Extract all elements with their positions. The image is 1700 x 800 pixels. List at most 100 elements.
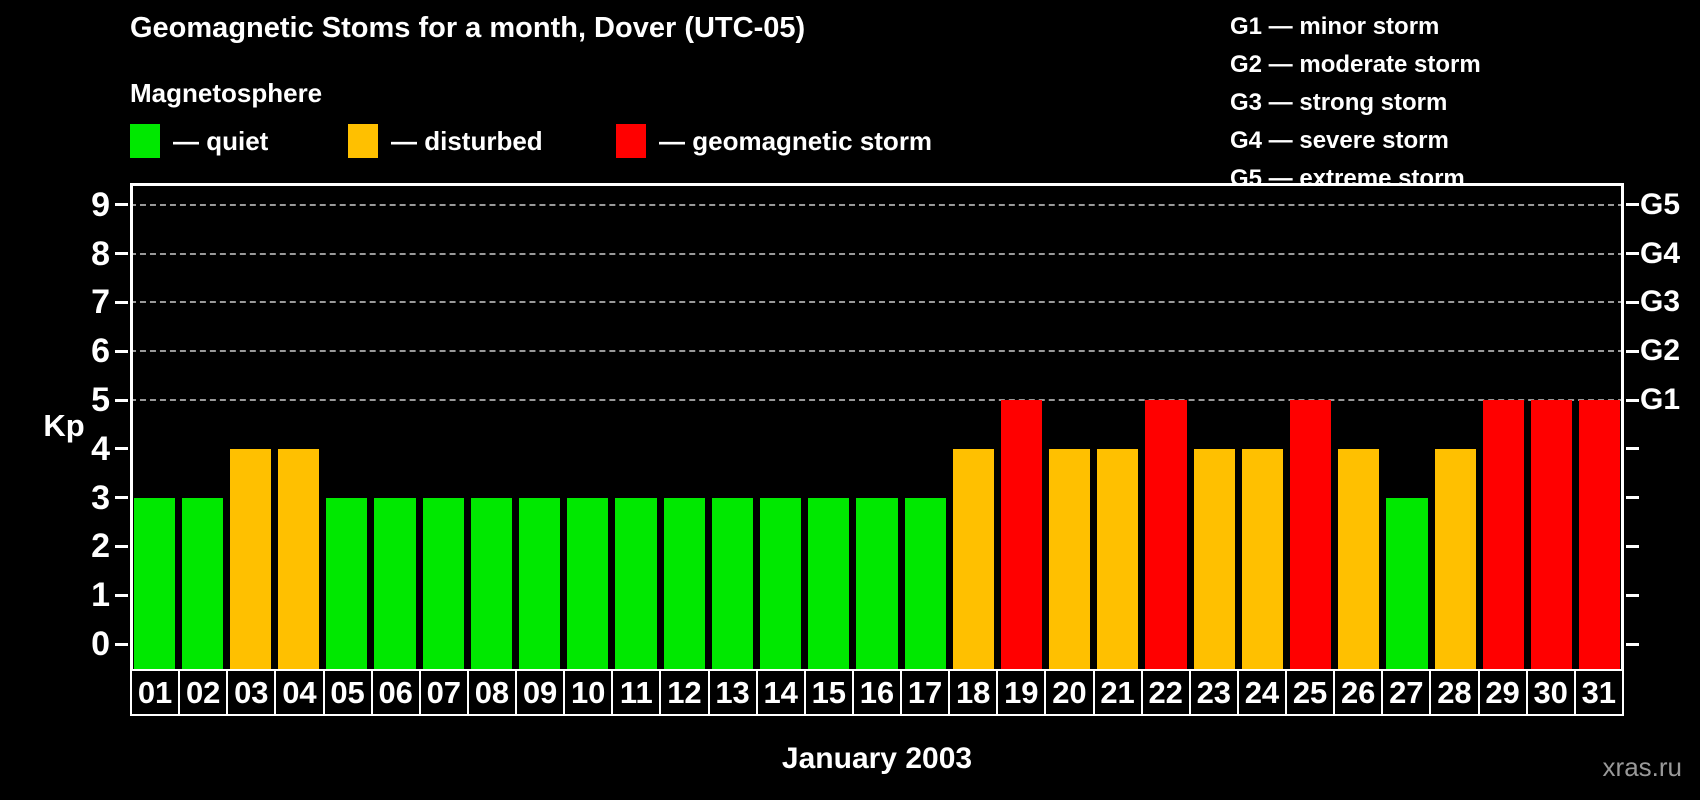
bar-slot-01: [130, 183, 178, 669]
bar-day-21: [1097, 448, 1139, 669]
bar-day-11: [615, 497, 657, 669]
day-label-12: 12: [659, 669, 710, 716]
bar-slot-26: [1335, 183, 1383, 669]
day-label-31: 31: [1573, 669, 1624, 716]
bar-slot-24: [1238, 183, 1286, 669]
bar-day-02: [181, 497, 223, 669]
quiet-swatch-icon: [130, 124, 160, 158]
legend-item-storm: — geomagnetic storm: [616, 124, 932, 158]
y-tick-left-3: [115, 496, 128, 500]
day-label-13: 13: [707, 669, 758, 716]
y-axis-label-5: 5: [91, 381, 110, 419]
bar-day-06: [374, 497, 416, 669]
month-label: January 2003: [781, 742, 973, 775]
bar-day-20: [1049, 448, 1091, 669]
gridline-kp-6: [130, 350, 1624, 353]
y-tick-right-4: [1626, 447, 1639, 451]
y-tick-right-9: [1626, 203, 1639, 207]
g-scale-line-4: G4 — severe storm: [1230, 127, 1449, 154]
y-tick-left-9: [115, 203, 128, 207]
day-label-17: 17: [900, 669, 951, 716]
day-label-21: 21: [1092, 669, 1143, 716]
magnetosphere-legend: — quiet — disturbed — geomagnetic storm: [0, 124, 1100, 164]
magnetosphere-subtitle: Magnetosphere: [130, 78, 323, 108]
bar-day-31: [1579, 400, 1621, 669]
bar-day-25: [1290, 400, 1332, 669]
g-scale-line-3: G3 — strong storm: [1230, 89, 1448, 116]
bar-slot-29: [1479, 183, 1527, 669]
y-tick-right-6: [1626, 349, 1639, 353]
plot-area: 0 1 2 3 4 5 G1 6 G2 7 G3 8 G4 9 G5: [91, 183, 1680, 669]
y-axis-label-7: 7: [91, 283, 110, 322]
day-label-04: 04: [274, 669, 325, 716]
day-label-07: 07: [418, 669, 469, 716]
y-tick-right-7: [1626, 300, 1639, 304]
bar-day-03: [229, 448, 272, 669]
g-scale-line-2: G2 — moderate storm: [1230, 51, 1481, 78]
y-tick-left-1: [115, 593, 128, 597]
bar-day-12: [663, 497, 705, 669]
bar-slot-04: [275, 183, 323, 669]
y-axis-label-0: 0: [91, 625, 110, 663]
day-label-28: 28: [1429, 669, 1480, 716]
y-tick-left-5: [115, 398, 128, 402]
legend-label-disturbed: — disturbed: [391, 125, 543, 156]
bar-slot-28: [1431, 183, 1479, 669]
bars-container: [130, 183, 1624, 669]
day-label-06: 06: [370, 669, 421, 716]
day-label-14: 14: [755, 669, 806, 716]
bar-day-14: [759, 497, 802, 669]
bar-day-15: [808, 497, 850, 669]
bar-day-13: [711, 497, 753, 669]
day-label-15: 15: [803, 669, 854, 716]
bar-slot-17: [901, 183, 949, 669]
bar-slot-12: [660, 183, 708, 669]
g-level-label-G3: G3: [1640, 285, 1681, 319]
day-label-26: 26: [1333, 669, 1384, 716]
bar-day-05: [326, 497, 368, 669]
y-axis-label-8: 8: [91, 234, 110, 273]
y-axis-label-9: 9: [91, 185, 110, 224]
day-axis: 01 02 03 04 05 06 07 08 09 10 11 12 13 14 15 16 17 18 19 20…: [130, 669, 1624, 716]
day-label-27: 27: [1381, 669, 1432, 716]
storm-swatch-icon: [616, 124, 646, 158]
y-tick-left-7: [115, 300, 128, 304]
bar-day-29: [1482, 400, 1524, 669]
legend-label-quiet: — quiet: [173, 125, 269, 156]
day-label-08: 08: [466, 669, 517, 716]
bar-day-10: [567, 497, 609, 669]
bar-day-17: [904, 497, 946, 669]
bar-day-07: [422, 497, 464, 669]
bar-slot-22: [1142, 183, 1190, 669]
g-level-label-G2: G2: [1640, 334, 1681, 368]
bar-slot-08: [467, 183, 515, 669]
watermark: xras.ru: [1602, 752, 1682, 782]
y-axis-label-2: 2: [91, 527, 110, 566]
day-label-16: 16: [851, 669, 902, 716]
bar-day-23: [1193, 448, 1235, 669]
day-label-09: 09: [515, 669, 566, 716]
day-label-01: 01: [130, 669, 181, 716]
bar-slot-18: [949, 183, 997, 669]
gridline-kp-9: [130, 203, 1624, 206]
g-level-label-G4: G4: [1640, 236, 1681, 270]
chart-title: Geomagnetic Stoms for a month, Dover (UT…: [130, 12, 806, 44]
bar-day-04: [278, 448, 320, 669]
bar-slot-07: [419, 183, 467, 669]
day-label-11: 11: [611, 669, 662, 716]
day-label-30: 30: [1525, 669, 1576, 716]
bar-day-24: [1241, 448, 1283, 669]
y-tick-right-2: [1626, 544, 1639, 548]
y-tick-right-8: [1626, 252, 1639, 256]
bar-day-28: [1434, 448, 1476, 669]
day-label-02: 02: [178, 669, 229, 716]
gridline-kp-8: [130, 252, 1624, 255]
y-axis-label-1: 1: [91, 576, 110, 615]
day-label-24: 24: [1236, 669, 1287, 716]
bar-slot-02: [178, 183, 226, 669]
bar-slot-05: [323, 183, 371, 669]
bar-day-27: [1386, 497, 1428, 669]
y-axis-label-3: 3: [91, 478, 110, 517]
y-tick-right-3: [1626, 496, 1639, 500]
y-tick-left-4: [115, 447, 128, 451]
